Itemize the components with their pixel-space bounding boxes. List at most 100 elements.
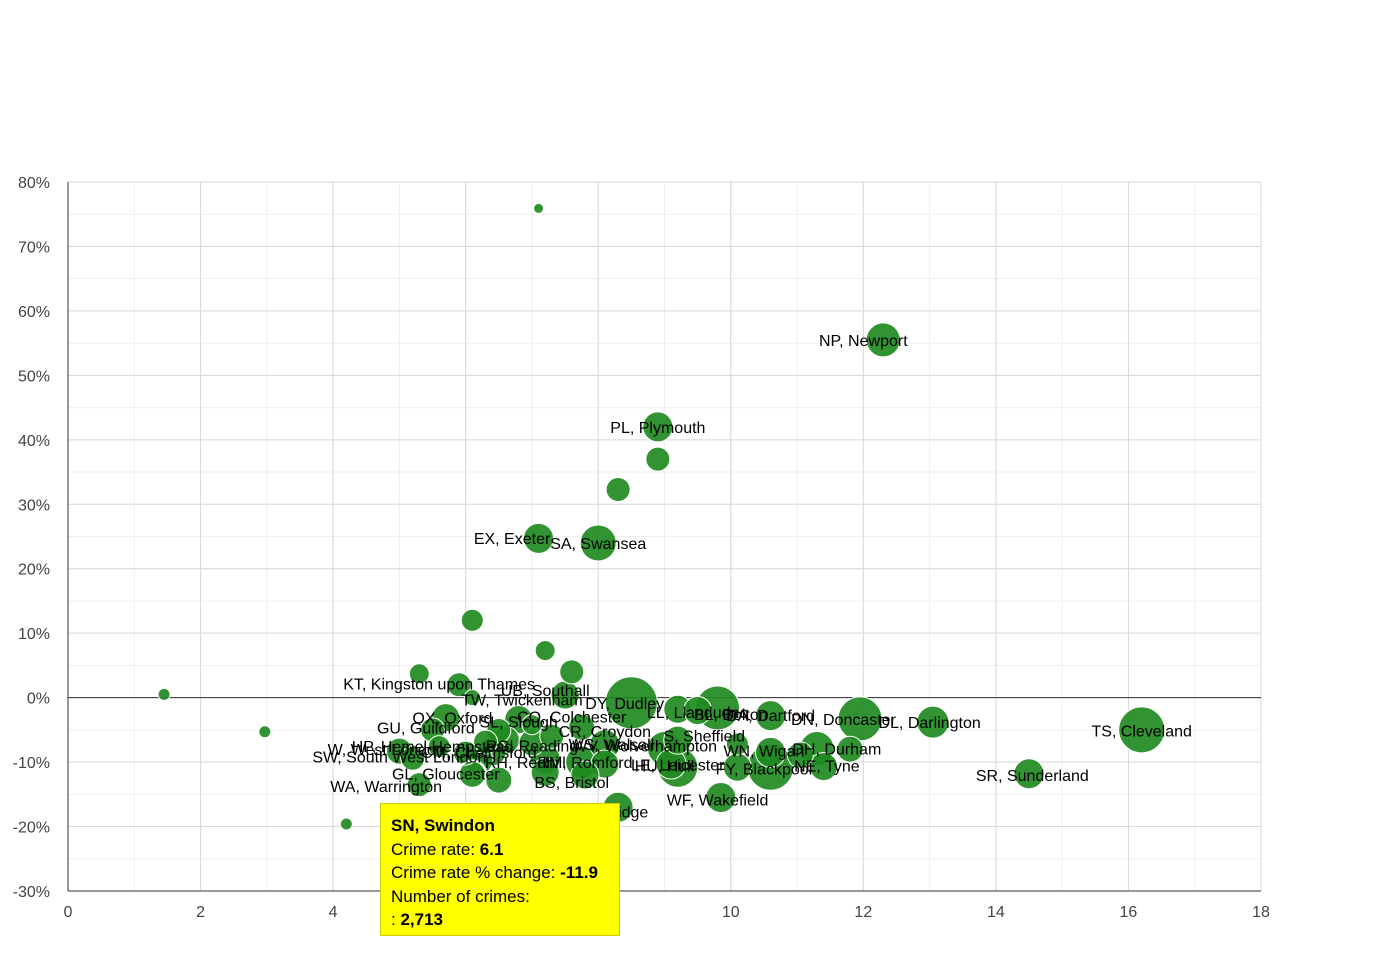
y-tick-label: -10% bbox=[13, 755, 50, 772]
data-bubble bbox=[705, 782, 737, 814]
bubble-label: PL, Plymouth bbox=[610, 420, 705, 437]
bubble-label: LE, Leicester bbox=[631, 758, 725, 775]
tooltip-crime-rate: Crime rate: 6.1 bbox=[391, 839, 504, 859]
bubble-label: RH, Redhill bbox=[485, 755, 566, 772]
bubble-label: W, West London bbox=[328, 742, 445, 759]
data-bubble bbox=[559, 659, 585, 685]
bubble-label: BS, Bristol bbox=[534, 775, 609, 792]
bubble-label: CO, Colchester bbox=[517, 709, 627, 726]
data-bubble bbox=[568, 713, 596, 741]
data-bubble bbox=[1013, 758, 1045, 790]
bubble-label: GU, Guildford bbox=[377, 720, 475, 737]
data-bubble bbox=[865, 322, 901, 358]
bubble-label: WV, Wolverhampton bbox=[572, 738, 717, 755]
bubble-label: NE, Tyne bbox=[794, 758, 860, 775]
bubble-label: TW, Twickenham bbox=[461, 693, 583, 710]
bubble-label: EX, Exeter bbox=[474, 531, 551, 548]
x-tick-label: 14 bbox=[987, 904, 1005, 921]
data-bubble bbox=[157, 687, 171, 701]
bubble-label: HU, Hull bbox=[635, 758, 695, 775]
data-bubble bbox=[645, 446, 671, 472]
tooltip: SN, Swindon Crime rate: 6.1 Crime rate %… bbox=[380, 803, 620, 936]
data-bubble bbox=[570, 760, 600, 790]
y-tick-label: -20% bbox=[13, 820, 50, 837]
bubble-label: DN, Doncaster bbox=[791, 712, 897, 729]
data-bubble bbox=[339, 817, 353, 831]
data-bubble bbox=[530, 757, 560, 787]
data-bubble bbox=[1118, 706, 1166, 754]
data-bubble bbox=[463, 689, 481, 707]
data-bubble bbox=[683, 696, 713, 726]
y-tick-label: 30% bbox=[18, 497, 50, 514]
bubble-label: FY, Blackpool bbox=[716, 762, 813, 779]
x-tick-label: 18 bbox=[1252, 904, 1270, 921]
y-tick-label: 80% bbox=[18, 175, 50, 192]
x-tick-label: 12 bbox=[854, 904, 872, 921]
data-bubble bbox=[605, 476, 631, 502]
bubble-label: BL, Bolton bbox=[694, 707, 768, 724]
data-bubble bbox=[534, 640, 556, 662]
bubble-label: OX, Oxford bbox=[412, 711, 492, 728]
data-bubble bbox=[460, 608, 484, 632]
tooltip-title: SN, Swindon bbox=[391, 816, 495, 835]
tooltip-change: Crime rate % change: -11.9 bbox=[391, 863, 598, 882]
bubble-label-layer: NP, Newport PL, Plymouth EX, Exeter SA, Swa… bbox=[312, 333, 1192, 822]
data-bubble bbox=[755, 736, 787, 768]
tooltip-count: : 2,713 bbox=[391, 910, 443, 929]
data-bubble bbox=[453, 740, 479, 766]
bubble-label: WA, Warrington bbox=[330, 779, 442, 796]
y-tick-label: -30% bbox=[13, 884, 50, 901]
data-bubble bbox=[809, 752, 839, 782]
data-bubble bbox=[533, 202, 545, 214]
y-tick-label: 20% bbox=[18, 562, 50, 579]
data-bubble bbox=[836, 735, 864, 763]
x-tick-label: 4 bbox=[329, 904, 338, 921]
data-bubble bbox=[446, 672, 472, 698]
bubble-label: SA, Swansea bbox=[550, 536, 646, 553]
bubble-label: WF, Wakefield bbox=[667, 792, 769, 809]
data-bubble bbox=[786, 741, 814, 769]
data-bubble bbox=[604, 676, 658, 730]
y-tick-label: 70% bbox=[18, 239, 50, 256]
bubble-label: GL, Gloucester bbox=[392, 767, 500, 784]
data-bubble bbox=[408, 663, 430, 685]
bubble-label: SW, South West London bbox=[312, 749, 486, 766]
bubble-label: LL, Llandudno bbox=[647, 705, 749, 722]
x-tick-label: 10 bbox=[722, 904, 740, 921]
data-bubble bbox=[539, 723, 565, 749]
data-bubble bbox=[400, 745, 426, 771]
x-tick-label: 2 bbox=[196, 904, 205, 921]
bubble-label: RM, Romford bbox=[537, 755, 632, 772]
data-bubble bbox=[258, 725, 272, 739]
data-bubble bbox=[663, 725, 693, 755]
bubble-label: RG, Reading bbox=[486, 738, 579, 755]
bubble-label: WN, Wigan bbox=[723, 743, 804, 760]
data-bubble bbox=[406, 772, 432, 798]
bubble-label: DY, Dudley bbox=[585, 696, 664, 713]
highlighted-bubble bbox=[457, 759, 488, 790]
data-bubble bbox=[725, 732, 749, 756]
grid bbox=[67, 181, 1262, 892]
data-bubble bbox=[579, 524, 617, 562]
bubble-label: DA, Dartford bbox=[726, 708, 815, 725]
y-tick-label: 10% bbox=[18, 626, 50, 643]
data-bubble bbox=[916, 705, 950, 739]
bubble-label: DL, Darlington bbox=[878, 715, 980, 732]
y-tick-label: 40% bbox=[18, 433, 50, 450]
data-bubble bbox=[523, 522, 555, 554]
tooltip-count-label: Number of crimes: bbox=[391, 886, 530, 906]
bubble-label: S, Sheffield bbox=[663, 729, 745, 746]
bubble-label: SR, Sunderland bbox=[976, 768, 1089, 785]
y-tick-label: 60% bbox=[18, 304, 50, 321]
x-tick-label: 16 bbox=[1120, 904, 1138, 921]
data-bubble bbox=[755, 700, 787, 732]
y-tick-label: 50% bbox=[18, 368, 50, 385]
bubble-layer bbox=[157, 202, 1166, 831]
bubble-label: HP, Hemel Hempstead bbox=[352, 739, 514, 756]
bubble-label: CR, Croydon bbox=[559, 724, 651, 741]
bubble-label: WS, Walsall bbox=[569, 737, 655, 754]
bubble-label: TS, Cleveland bbox=[1091, 724, 1192, 741]
bubble-label: NP, Newport bbox=[819, 333, 908, 350]
bubble-label: CM, Chelmsford bbox=[421, 745, 537, 762]
data-bubble bbox=[427, 735, 451, 759]
